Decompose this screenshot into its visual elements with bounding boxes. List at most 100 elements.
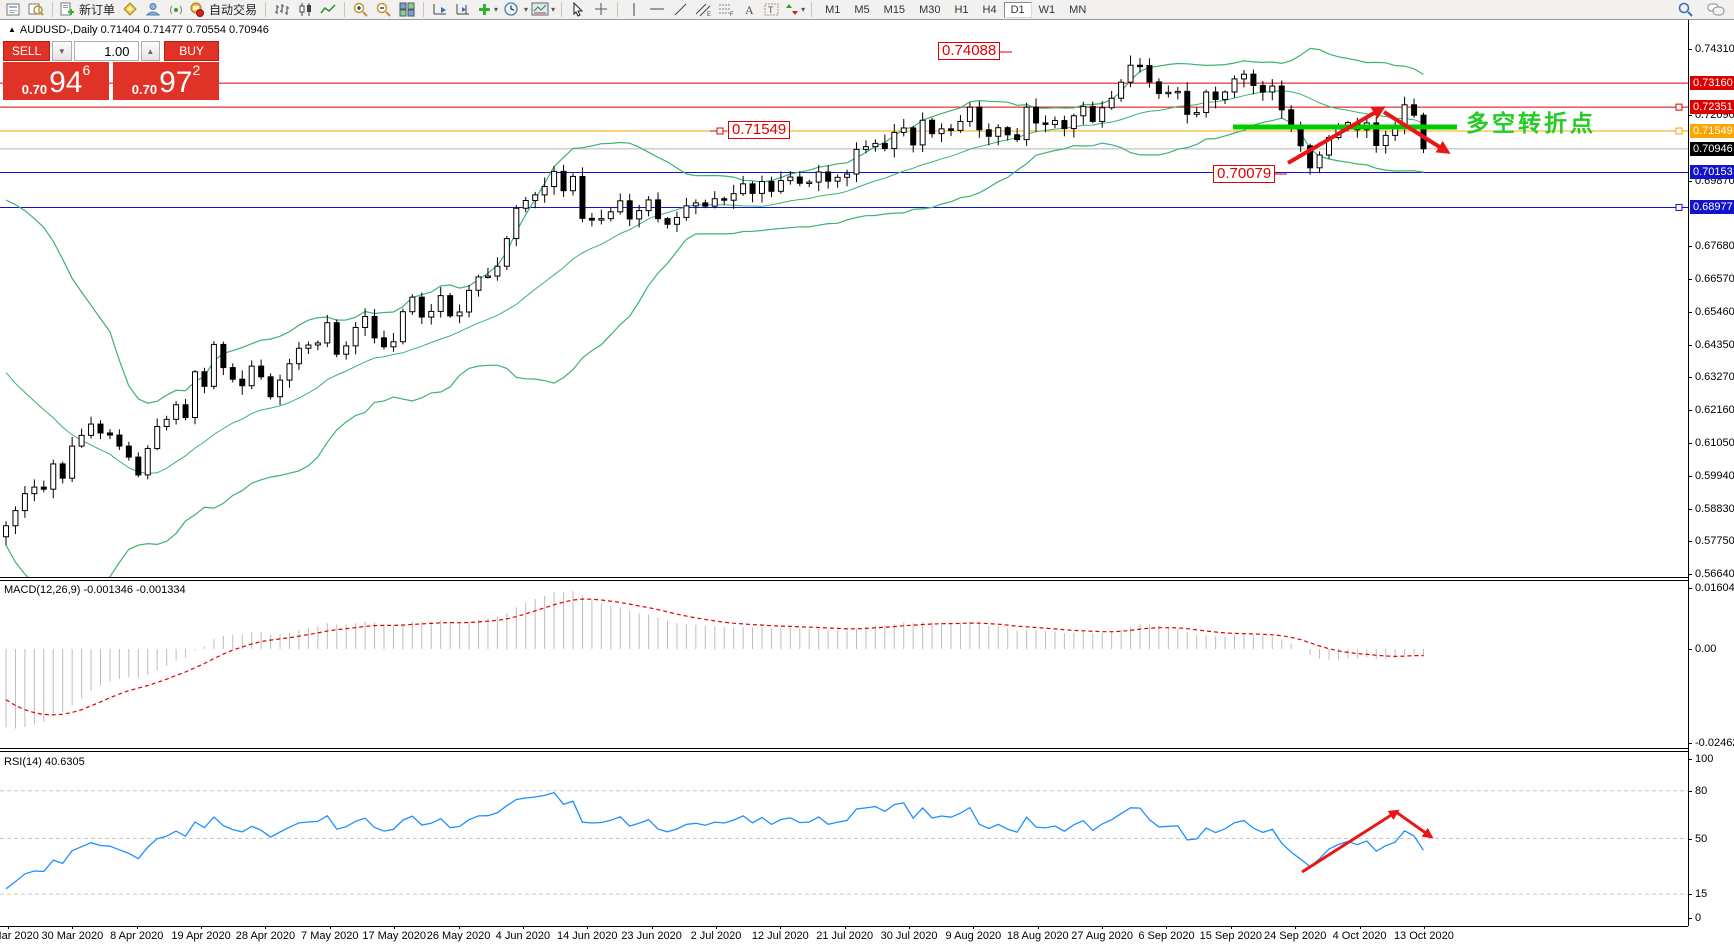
date-tick-label: 28 Apr 2020 <box>235 930 296 942</box>
new-order-label: 新订单 <box>79 3 116 17</box>
horizontal-line-tool-icon[interactable] <box>647 1 667 19</box>
date-tick-label: 30 Jul 2020 <box>880 930 938 942</box>
data-window-icon[interactable] <box>26 1 46 19</box>
date-tick-mark <box>136 926 138 929</box>
channel-tool-icon[interactable]: E <box>693 1 713 19</box>
collapse-triangle-icon[interactable]: ▲ <box>8 25 16 34</box>
date-tick-label: 23 Jun 2020 <box>621 930 682 942</box>
sell-button[interactable]: SELL <box>3 41 51 61</box>
date-tick-label: 8 Apr 2020 <box>110 930 164 942</box>
date-tick-label: 14 Jun 2020 <box>556 930 618 942</box>
date-tick-mark <box>394 926 396 929</box>
dropdown-caret[interactable]: ▾ <box>524 4 529 14</box>
line-handle[interactable] <box>1675 103 1683 111</box>
timeframe-d1[interactable]: D1 <box>1003 1 1032 18</box>
buy-price-display[interactable]: 0.70 97 2 <box>113 62 219 100</box>
search-icon[interactable] <box>1676 1 1696 19</box>
axis-tick-mark <box>1688 246 1692 247</box>
profile-icon[interactable] <box>143 1 163 19</box>
price-axis-tick-label: 0.62160 <box>1695 404 1734 417</box>
date-tick-mark <box>715 926 717 929</box>
timeframe-w1[interactable]: W1 <box>1038 3 1056 16</box>
price-badge: 0.68977 <box>1690 200 1734 215</box>
date-tick-mark <box>329 926 331 929</box>
timeframe-mn[interactable]: MN <box>1069 3 1087 16</box>
axis-tick-mark <box>1688 894 1692 896</box>
timeframe-m5[interactable]: M5 <box>854 3 870 16</box>
zoom-out-icon[interactable] <box>374 1 394 19</box>
volume-decrease-button[interactable]: ▼ <box>52 41 72 61</box>
signals-icon[interactable] <box>166 1 186 19</box>
timeframe-h1[interactable]: H1 <box>954 3 969 16</box>
line-handle[interactable] <box>1675 203 1683 211</box>
macd-rsi-separator[interactable] <box>0 748 1688 752</box>
autoscroll-icon[interactable] <box>430 1 450 19</box>
chart-list-icon[interactable] <box>3 1 23 19</box>
price-axis-tick-label: 0.64350 <box>1695 339 1734 351</box>
periods-clock-icon[interactable] <box>501 1 521 19</box>
auto-trading-label: 自动交易 <box>209 3 258 17</box>
chat-icon[interactable] <box>1706 1 1726 19</box>
cursor-icon[interactable] <box>568 1 588 19</box>
chart-bars-icon[interactable] <box>272 1 292 19</box>
toolbar-separator <box>52 2 53 17</box>
date-tick-label: 9 Aug 2020 <box>945 930 1002 942</box>
line-handle[interactable] <box>1675 127 1683 135</box>
new-order-button[interactable]: 新订单 <box>59 1 117 19</box>
templates-icon[interactable]: ▾ <box>531 1 555 19</box>
trendline-tool-icon[interactable] <box>670 1 690 19</box>
date-tick-label: 17 May 2020 <box>362 930 426 942</box>
date-tick-label: 18 Aug 2020 <box>1006 930 1069 942</box>
toolbar-right-group <box>1676 1 1734 19</box>
axis-tick-mark <box>1688 345 1692 346</box>
rsi-line <box>5 791 1425 890</box>
add-indicator-icon[interactable]: ▾ <box>476 1 498 19</box>
price-badge: 0.71549 <box>1690 123 1734 138</box>
sell-price-pip: 6 <box>82 62 91 78</box>
price-label-box[interactable]: 0.70079 <box>1213 165 1276 183</box>
crosshair-icon[interactable] <box>591 1 611 19</box>
date-tick-label: 7 May 2020 <box>301 930 359 942</box>
vertical-line-tool-icon[interactable] <box>624 1 644 19</box>
horizontal-line-objects[interactable] <box>0 82 1688 211</box>
fibonacci-tool-icon[interactable]: F <box>716 1 736 19</box>
buy-price-pip: 2 <box>192 62 201 78</box>
styler-icon[interactable] <box>120 1 140 19</box>
main-chart-svg <box>0 47 1688 578</box>
price-label-box[interactable]: 0.71549 <box>728 121 791 139</box>
tile-windows-icon[interactable] <box>397 1 417 19</box>
sell-price-display[interactable]: 0.70 94 6 <box>3 62 109 100</box>
chart-candles-icon[interactable] <box>295 1 315 19</box>
buy-button[interactable]: BUY <box>164 41 219 61</box>
turning-point-annotation[interactable]: 多空转折点 <box>1466 110 1596 136</box>
timeframe-h4[interactable]: H4 <box>982 3 997 16</box>
toolbar-separator <box>811 2 813 17</box>
timeframe-m1[interactable]: M1 <box>825 3 841 16</box>
rsi-axis-label: 0 <box>1695 912 1702 924</box>
price-axis[interactable]: 0.74310 0.72090 0.69870 0.67680 0.66570 0.654… <box>1688 0 1734 945</box>
rsi-level-lines <box>0 790 1688 895</box>
timeframe-m30[interactable]: M30 <box>919 3 941 16</box>
toolbar-separator <box>561 2 563 17</box>
rsi-trend-arrows[interactable] <box>1301 809 1434 874</box>
arrows-tool-icon[interactable]: ▾ <box>785 1 805 19</box>
svg-text:E: E <box>707 12 711 17</box>
date-tick-label: 30 Mar 2020 <box>41 930 104 942</box>
volume-input[interactable]: 1.00 <box>73 41 139 61</box>
axis-tick-mark <box>1688 279 1692 280</box>
volume-increase-button[interactable]: ▲ <box>140 41 161 61</box>
text-tool-icon[interactable]: A <box>739 1 759 19</box>
chart-line-icon[interactable] <box>318 1 338 19</box>
chart-shift-icon[interactable] <box>453 1 473 19</box>
axis-tick-mark <box>1688 180 1692 182</box>
macd-axis-label: 0.00 <box>1695 643 1717 655</box>
text-label-tool-icon[interactable]: T <box>762 1 782 19</box>
trend-arrows[interactable] <box>1286 106 1451 165</box>
dropdown-caret: ▾ <box>551 4 556 14</box>
auto-trading-button[interactable]: 自动交易 <box>189 1 259 19</box>
zoom-in-icon[interactable] <box>351 1 371 19</box>
price-label-box[interactable]: 0.74088 <box>938 42 1001 60</box>
timeframe-m15[interactable]: M15 <box>883 3 906 16</box>
main-macd-separator[interactable] <box>0 577 1688 581</box>
